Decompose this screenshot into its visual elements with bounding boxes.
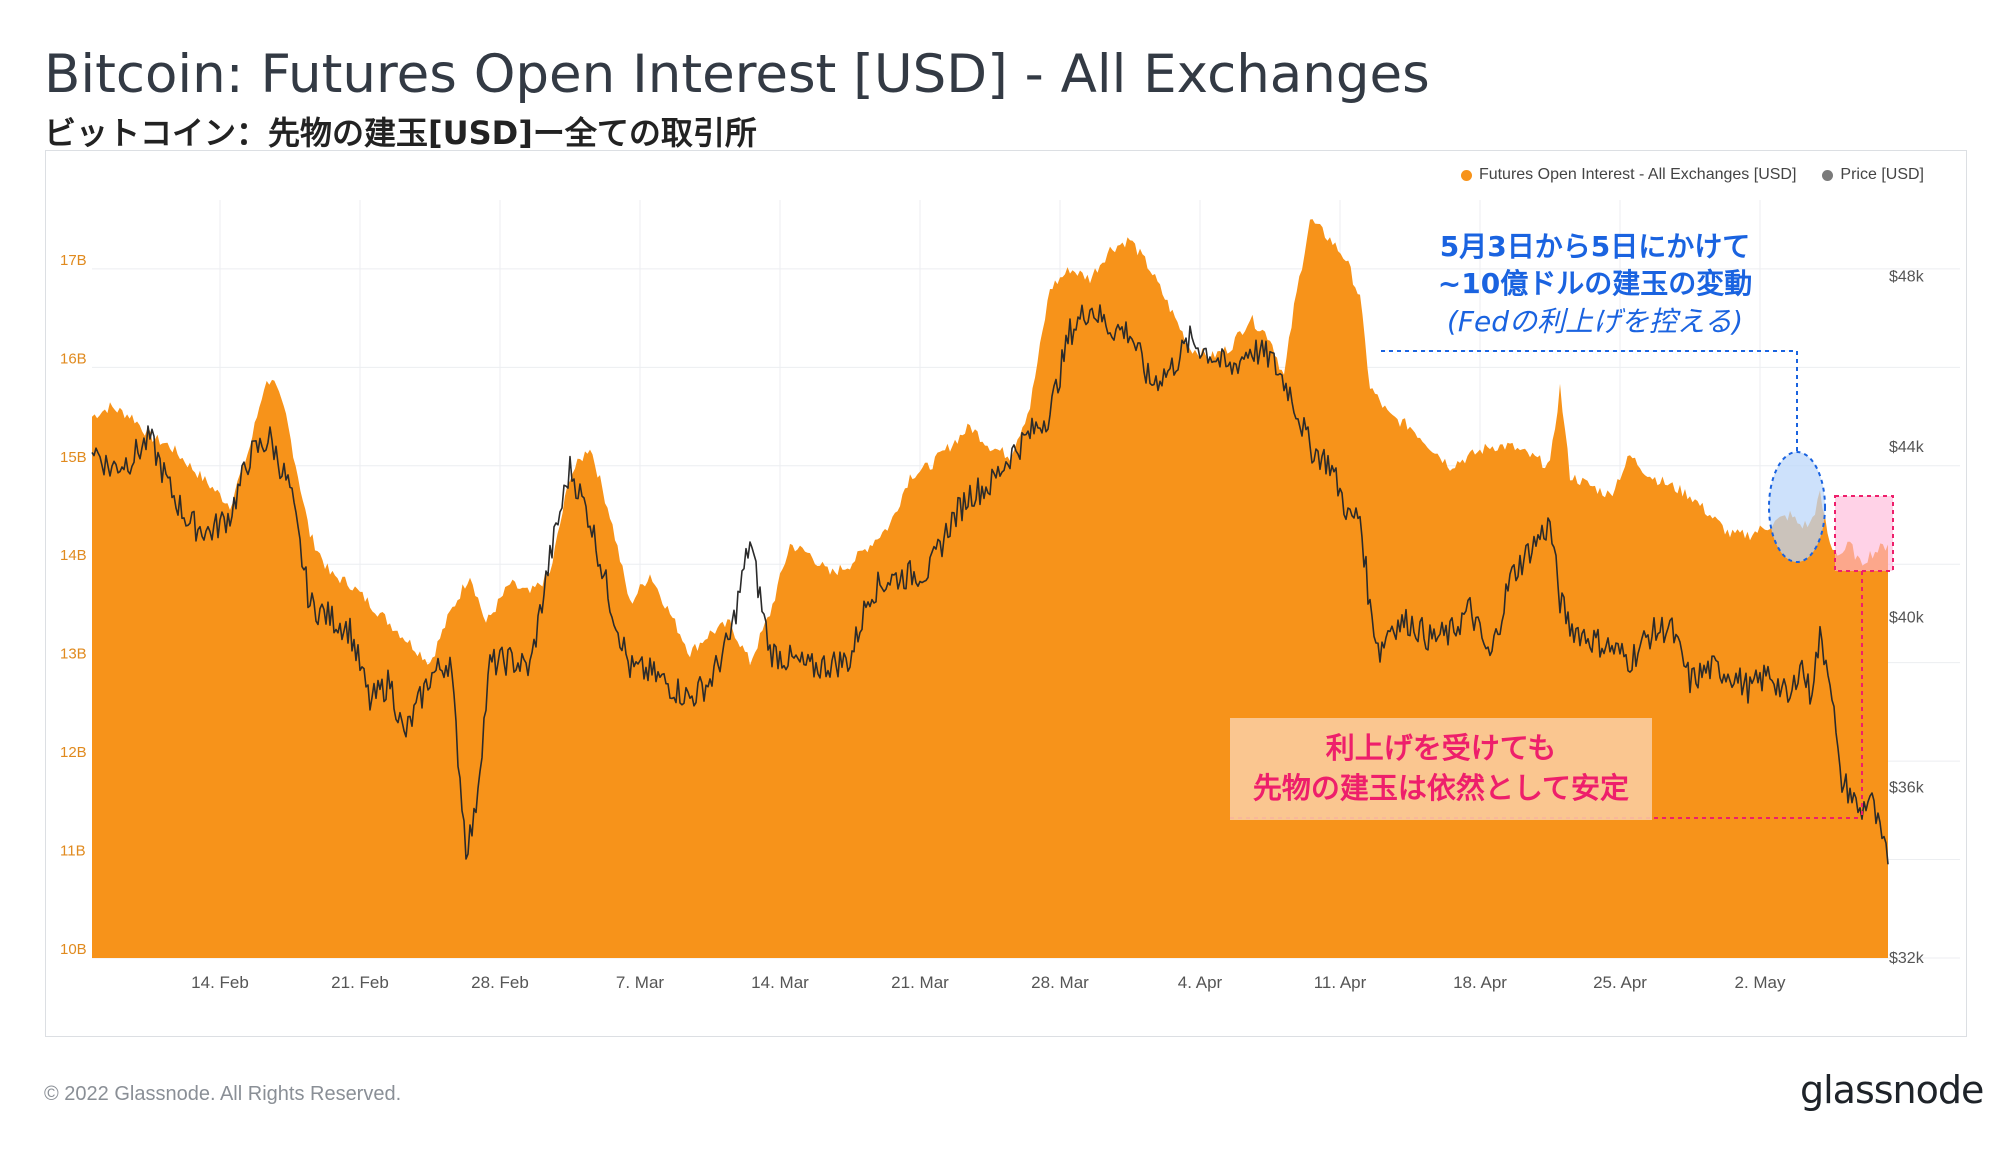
x-tick-label: 14. Feb — [191, 973, 249, 992]
y-left-tick-label: 10B — [60, 941, 87, 958]
x-tick-label: 4. Apr — [1178, 973, 1223, 992]
annotation-blue-note: 5月3日から5日にかけて ~10億ドルの建玉の変動 (Fedの利上げを控える) — [1380, 228, 1810, 342]
page-subtitle: ビットコイン：先物の建玉[USD]ー全ての取引所 — [44, 114, 757, 152]
y-left-tick-label: 14B — [60, 547, 87, 564]
y-left-tick-label: 11B — [60, 843, 86, 860]
price-series-line — [91, 304, 1889, 865]
y-left-tick-label: 13B — [60, 646, 87, 663]
y-left-tick-label: 15B — [60, 449, 87, 466]
y-right-tick-label: $40k — [1889, 609, 1925, 626]
x-tick-label: 7. Mar — [616, 973, 665, 992]
pink-highlight-box — [1834, 495, 1894, 572]
y-right-tick-label: $48k — [1889, 269, 1925, 286]
pink-note-line1: 利上げを受けても — [1325, 731, 1557, 765]
glassnode-logo[interactable]: glassnode — [1800, 1068, 1984, 1112]
x-tick-label: 21. Feb — [331, 973, 389, 992]
legend-item-price[interactable]: Price [USD] — [1822, 166, 1924, 184]
y-right-tick-label: $36k — [1889, 780, 1925, 797]
legend-item-open-interest[interactable]: Futures Open Interest - All Exchanges [U… — [1460, 166, 1797, 184]
x-tick-label: 28. Mar — [1031, 973, 1089, 992]
legend-label: Futures Open Interest - All Exchanges [U… — [1478, 166, 1797, 183]
x-tick-label: 18. Apr — [1453, 973, 1507, 992]
blue-note-line1: 5月3日から5日にかけて — [1439, 230, 1751, 263]
x-tick-label: 11. Apr — [1314, 973, 1367, 992]
pink-note-line2: 先物の建玉は依然として安定 — [1252, 771, 1630, 805]
y-left-tick-label: 12B — [60, 744, 87, 761]
blue-note-line2: ~10億ドルの建玉の変動 — [1437, 267, 1753, 300]
legend-dot-gray-icon — [1822, 169, 1834, 181]
x-tick-label: 14. Mar — [751, 973, 809, 992]
axis-labels: 10B 11B 12B 13B 14B 15B 16B 17B $32k $36k $40k $44k… — [60, 252, 1925, 992]
page-title: Bitcoin: Futures Open Interest [USD] - A… — [44, 44, 1430, 105]
blue-note-line3: (Fedの利上げを控える) — [1446, 305, 1744, 338]
chart-legend: Futures Open Interest - All Exchanges [U… — [1460, 166, 1924, 184]
copyright-text: © 2022 Glassnode. All Rights Reserved. — [44, 1083, 402, 1105]
x-tick-label: 28. Feb — [471, 973, 529, 992]
blue-highlight-ellipse — [1768, 451, 1826, 563]
x-tick-label: 25. Apr — [1593, 973, 1647, 992]
legend-dot-orange-icon — [1460, 169, 1472, 181]
x-tick-label: 2. May — [1734, 973, 1786, 992]
price-line — [91, 304, 1889, 865]
y-left-tick-label: 16B — [60, 350, 87, 367]
x-tick-label: 21. Mar — [891, 973, 949, 992]
y-left-tick-label: 17B — [60, 252, 87, 269]
legend-label: Price [USD] — [1840, 166, 1924, 183]
y-right-tick-label: $32k — [1889, 950, 1925, 967]
y-right-tick-label: $44k — [1889, 439, 1925, 456]
annotation-pink-note: 利上げを受けても 先物の建玉は依然として安定 — [1230, 718, 1652, 820]
